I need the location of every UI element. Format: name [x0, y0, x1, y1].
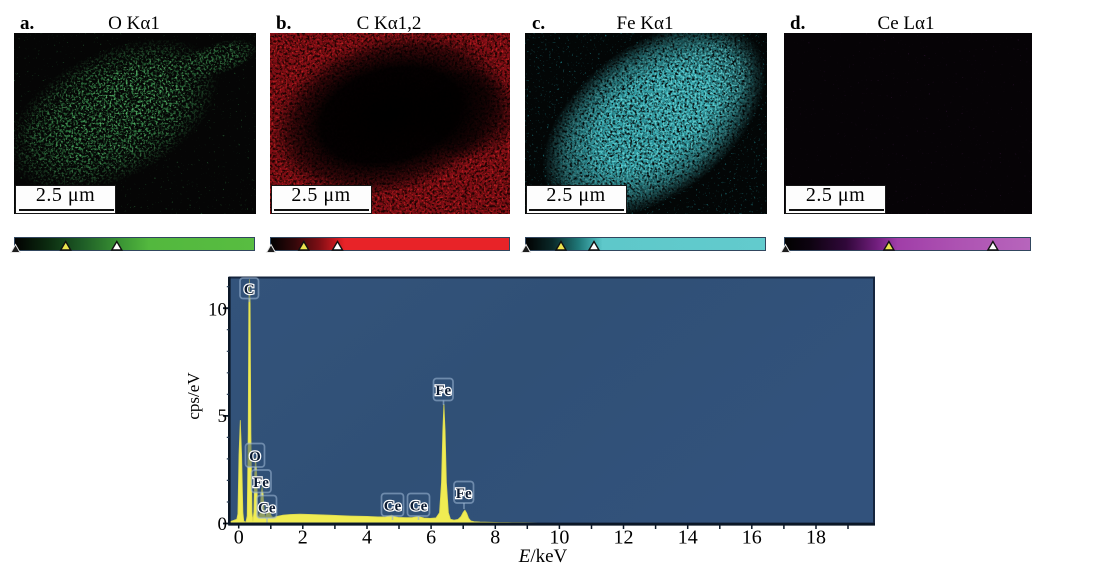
svg-text:2: 2: [298, 527, 308, 549]
svg-text:C: C: [244, 282, 255, 298]
svg-text:0: 0: [234, 527, 244, 549]
svg-text:0: 0: [218, 514, 228, 535]
svg-text:5: 5: [218, 406, 228, 427]
svg-text:Ce: Ce: [384, 498, 402, 514]
svg-text:8: 8: [490, 527, 500, 549]
svg-text:Ce: Ce: [258, 500, 276, 516]
svg-text:18: 18: [806, 527, 826, 549]
svg-text:E/keV: E/keV: [518, 546, 568, 567]
svg-text:O: O: [249, 449, 261, 465]
svg-text:14: 14: [678, 527, 698, 549]
svg-text:12: 12: [614, 527, 634, 549]
svg-text:cps/eV: cps/eV: [184, 372, 203, 420]
svg-text:Fe: Fe: [456, 486, 472, 502]
svg-text:Fe: Fe: [253, 475, 269, 491]
svg-text:6: 6: [426, 527, 436, 549]
svg-text:10: 10: [208, 300, 227, 321]
svg-text:Ce: Ce: [410, 498, 428, 514]
svg-text:Fe: Fe: [435, 383, 451, 399]
svg-text:4: 4: [362, 527, 372, 549]
svg-text:16: 16: [742, 527, 762, 549]
svg-text:10: 10: [549, 527, 569, 549]
